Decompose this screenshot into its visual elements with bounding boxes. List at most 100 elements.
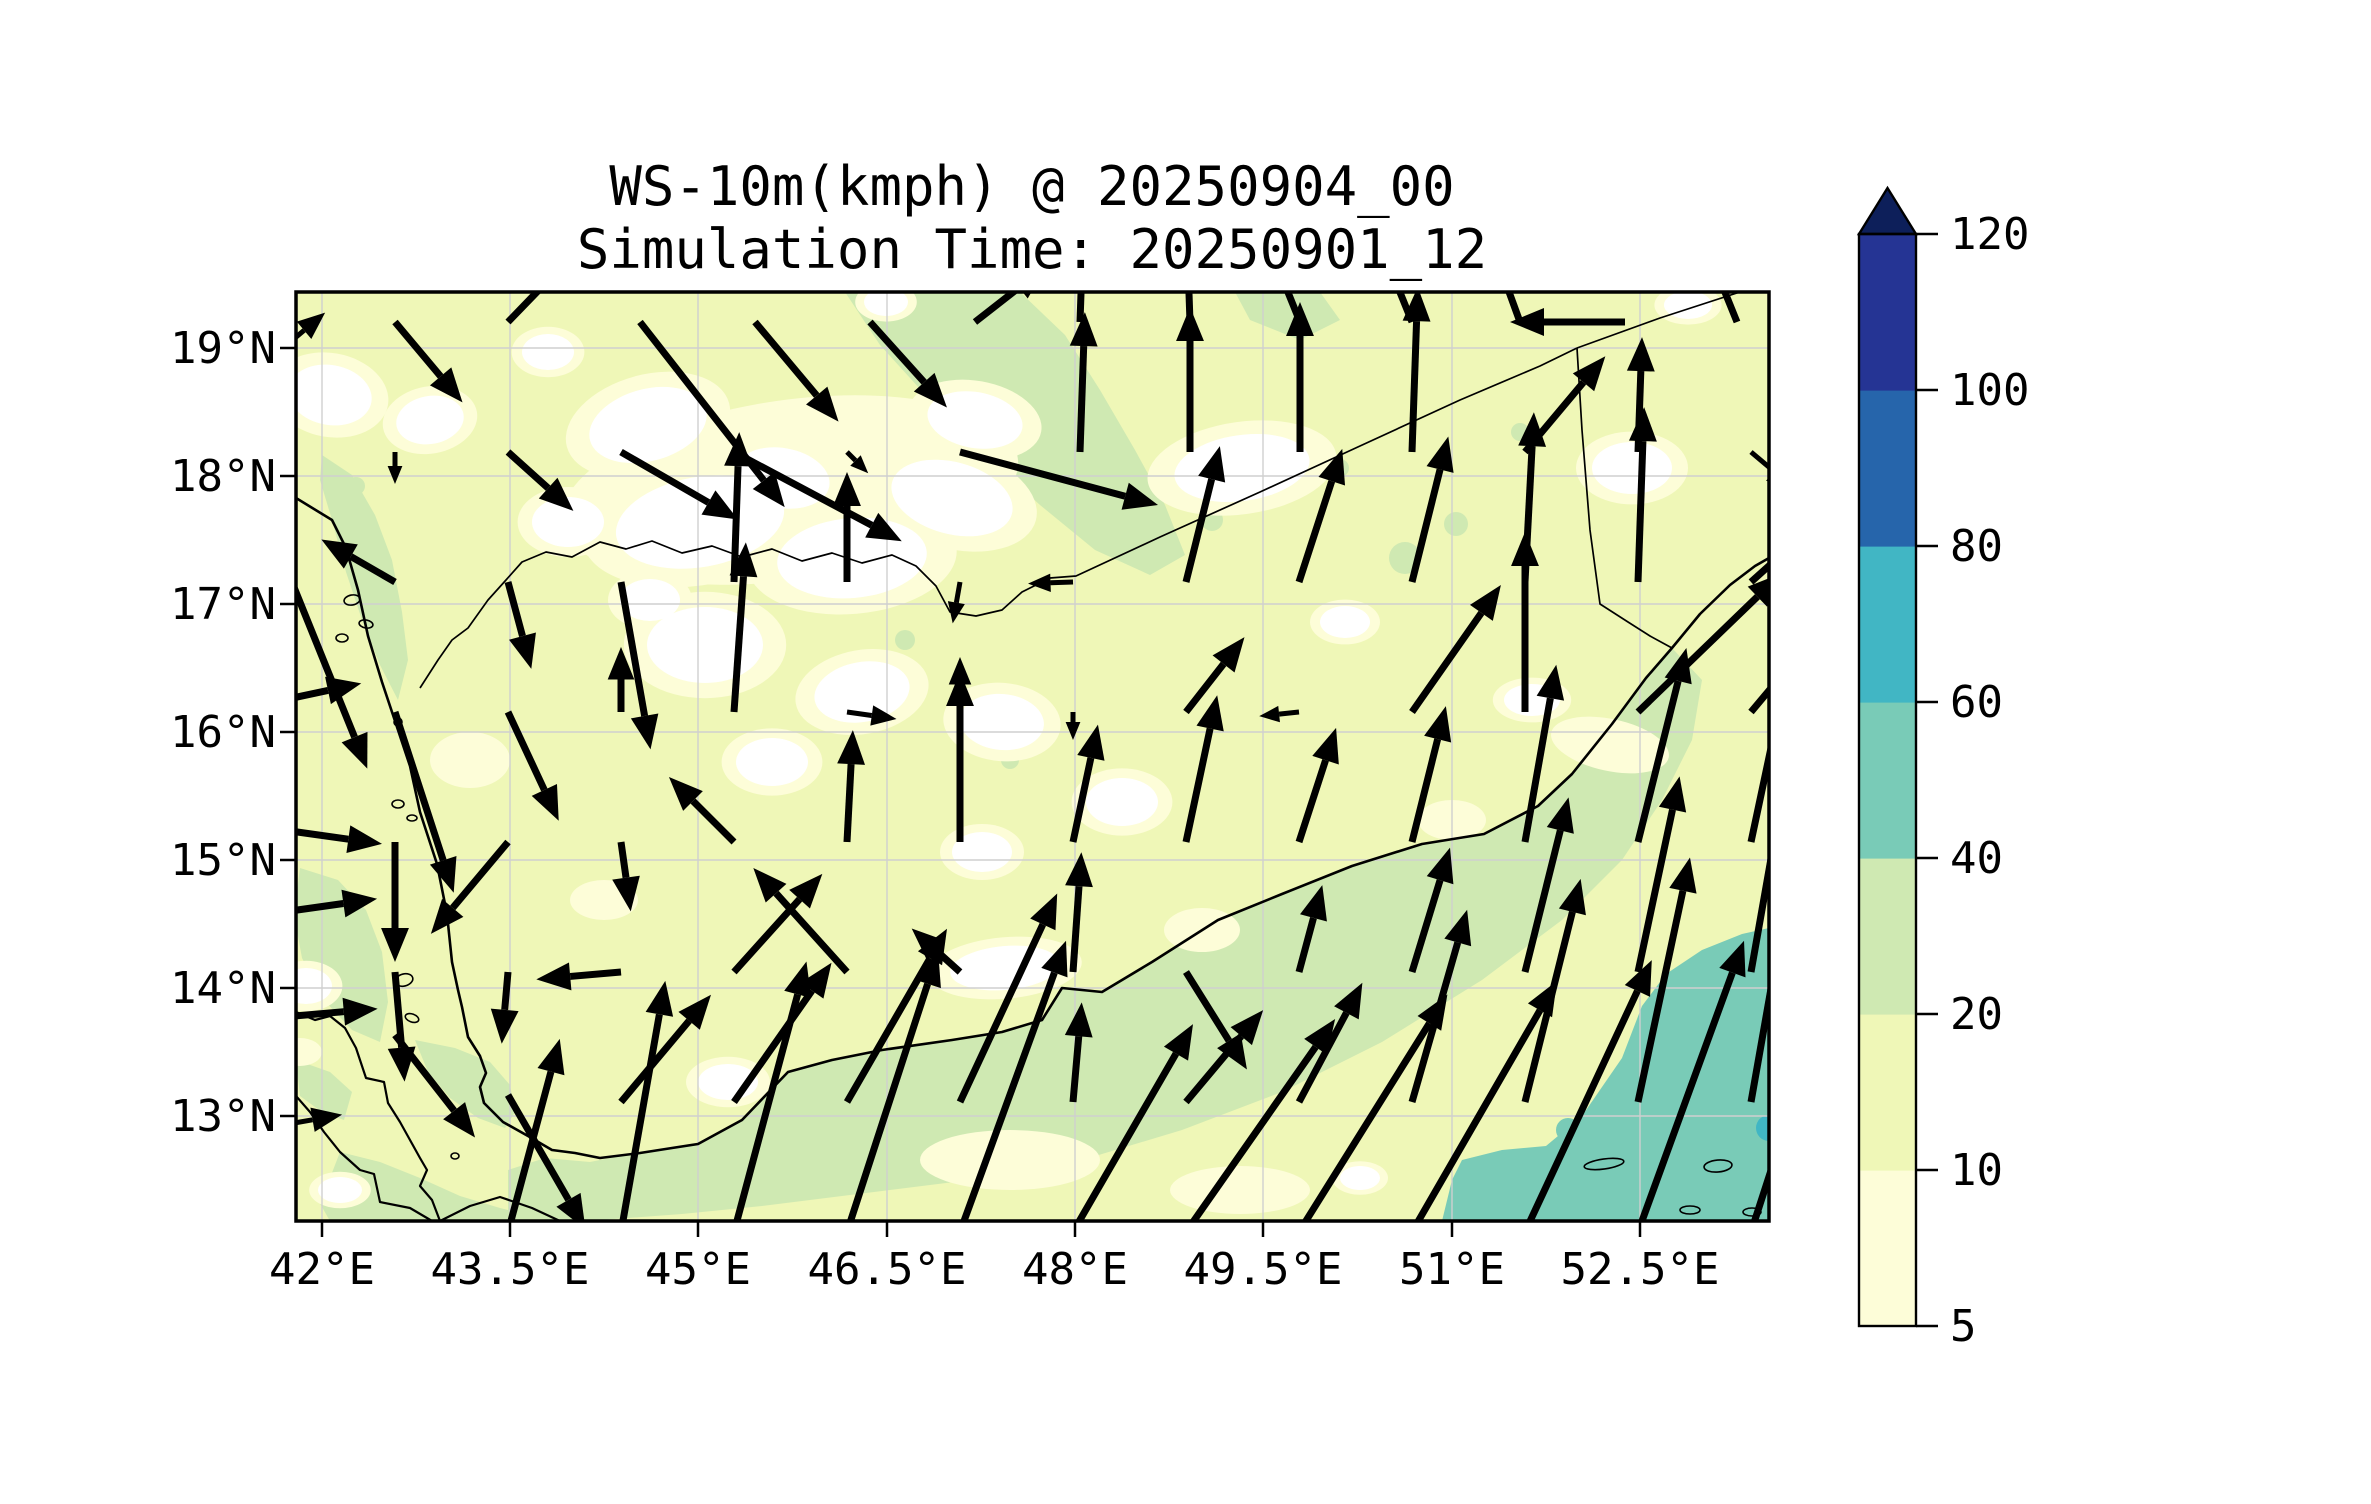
wind-arrow-head bbox=[1065, 722, 1081, 740]
wind-arrow bbox=[843, 928, 947, 1104]
wind-arrow-head bbox=[752, 471, 785, 508]
wind-arrow-head bbox=[948, 657, 972, 685]
wind-arrow-head bbox=[913, 372, 947, 408]
x-tick-label: 51°E bbox=[1399, 1244, 1505, 1295]
wind-arrow-shaft bbox=[845, 450, 858, 463]
wind-arrow-shaft bbox=[391, 710, 447, 862]
fill-white-under-5 bbox=[532, 497, 604, 547]
wind-arrow bbox=[1176, 307, 1204, 452]
wind-arrow-shaft bbox=[1408, 879, 1444, 974]
wind-arrow-shaft bbox=[1526, 989, 1641, 1221]
wind-arrow-shaft bbox=[730, 465, 742, 583]
x-tick-label: 49.5°E bbox=[1184, 1244, 1343, 1295]
colorbar-tick-label: 100 bbox=[1950, 365, 2029, 416]
wind-arrow bbox=[1075, 1024, 1193, 1221]
wind-arrow bbox=[1065, 712, 1081, 740]
wind-arrow-head bbox=[1664, 647, 1692, 685]
map-frame bbox=[294, 290, 1771, 1223]
wind-arrow-shaft bbox=[1189, 1044, 1319, 1221]
wind-arrow bbox=[1634, 647, 1692, 843]
wind-arrow-shaft bbox=[504, 1093, 572, 1202]
wind-arrow-head bbox=[1069, 312, 1098, 347]
wind-arrow-shaft bbox=[392, 319, 444, 379]
wind-arrow bbox=[946, 672, 974, 842]
wind-arrow-shaft bbox=[846, 982, 931, 1221]
colorbar-band bbox=[1859, 858, 1916, 1015]
wind-arrow-head bbox=[429, 367, 463, 403]
wind-arrow bbox=[536, 962, 622, 991]
wind-arrow-head bbox=[668, 776, 703, 811]
wind-arrow-shaft bbox=[505, 449, 551, 491]
wind-arrow bbox=[1064, 1002, 1093, 1103]
wind-arrow bbox=[1408, 706, 1452, 843]
wind-arrow bbox=[1750, 937, 1850, 1221]
wind-arrow-head bbox=[1823, 937, 1850, 974]
wind-arrow bbox=[1635, 578, 1769, 715]
wind-arrow bbox=[612, 841, 640, 912]
island bbox=[1583, 1157, 1625, 1171]
island bbox=[335, 633, 349, 643]
wind-arrow bbox=[619, 980, 674, 1221]
wind-arrow-head bbox=[341, 731, 368, 769]
wind-arrow bbox=[387, 452, 403, 484]
wind-arrow bbox=[1414, 980, 1557, 1221]
colorbar-tick-label: 10 bbox=[1950, 1145, 2003, 1196]
wind-arrow bbox=[1747, 979, 1769, 1103]
country-border bbox=[1576, 292, 1741, 349]
wind-arrow-head bbox=[724, 432, 752, 467]
wind-arrow bbox=[1183, 1010, 1264, 1105]
wind-arrow-head bbox=[837, 730, 866, 765]
wind-arrow-shaft bbox=[1747, 740, 1769, 843]
fill-green-20-40 bbox=[415, 1040, 515, 1128]
wind-arrow-shaft bbox=[504, 581, 526, 637]
wind-arrow bbox=[507, 1038, 565, 1221]
wind-arrow-head bbox=[1669, 857, 1697, 894]
wind-arrow-head bbox=[1259, 705, 1280, 723]
wind-arrow bbox=[846, 951, 941, 1221]
wind-arrow bbox=[1301, 994, 1448, 1221]
fill-white-under-5 bbox=[952, 832, 1012, 872]
wind-arrow-head bbox=[342, 997, 378, 1026]
wind-arrow-head bbox=[556, 1192, 585, 1221]
wind-arrow bbox=[729, 542, 758, 713]
colorbar-tick-label: 120 bbox=[1950, 209, 2029, 260]
wind-arrow-shaft bbox=[617, 581, 649, 717]
fill-green-20-40 bbox=[296, 1060, 352, 1120]
wind-arrow bbox=[296, 582, 368, 769]
wind-arrow-shaft bbox=[296, 1008, 345, 1020]
wind-arrow-shaft bbox=[618, 1018, 692, 1105]
wind-arrow-shaft bbox=[1295, 1011, 1350, 1104]
wind-arrow-shaft bbox=[392, 1032, 457, 1113]
wind-arrow-shaft bbox=[1182, 727, 1214, 843]
wind-arrow-head bbox=[537, 1038, 565, 1076]
fill-white-under-5 bbox=[1320, 606, 1370, 638]
wind-arrow-head bbox=[1417, 994, 1448, 1031]
wind-arrow bbox=[1295, 982, 1363, 1104]
wind-arrow bbox=[845, 450, 869, 474]
wind-arrow-shaft bbox=[1408, 468, 1444, 583]
wind-arrow-shaft bbox=[1050, 579, 1074, 586]
wind-arrow-shaft bbox=[619, 448, 711, 506]
wind-arrow bbox=[1295, 727, 1339, 844]
wind-arrow-shaft bbox=[843, 763, 855, 843]
colorbar-band bbox=[1859, 1014, 1916, 1171]
wind-arrow bbox=[1511, 532, 1539, 712]
wind-arrow bbox=[504, 710, 559, 821]
contour-fill-layer bbox=[296, 292, 1769, 1221]
wind-arrow-head bbox=[1469, 585, 1501, 621]
wind-arrow bbox=[1721, 292, 1741, 324]
wind-arrow-shaft bbox=[1721, 292, 1741, 324]
wind-arrow-head bbox=[800, 962, 832, 999]
wind-arrow-shaft bbox=[730, 576, 747, 713]
wind-arrow-shaft bbox=[1396, 292, 1416, 324]
wind-arrow bbox=[867, 319, 947, 408]
wind-arrow-shaft bbox=[956, 922, 1047, 1104]
wind-arrow-shaft bbox=[1748, 685, 1769, 715]
country-border bbox=[419, 347, 1578, 689]
wind-arrow-head bbox=[1065, 852, 1093, 888]
wind-arrow-shaft bbox=[1409, 610, 1485, 715]
wind-arrow bbox=[724, 432, 752, 583]
wind-arrow-head bbox=[1825, 586, 1858, 621]
wind-arrow bbox=[1295, 448, 1346, 584]
wind-arrow-shaft bbox=[843, 956, 934, 1104]
